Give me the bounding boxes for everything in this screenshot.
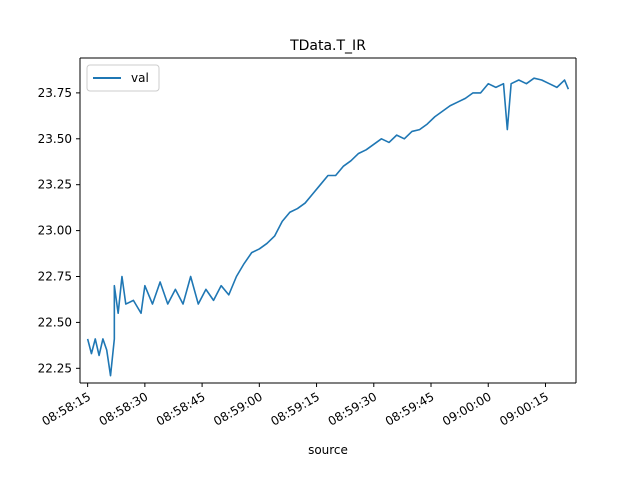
y-tick-label: 23.75 — [38, 86, 72, 100]
series-layer — [86, 77, 570, 377]
x-axis-label: source — [308, 443, 348, 457]
series-line-val — [86, 77, 570, 377]
y-tick-label: 23.25 — [38, 178, 72, 192]
legend-label-val: val — [131, 71, 149, 85]
y-tick-label: 22.75 — [38, 270, 72, 284]
y-tick-label: 23.00 — [38, 224, 72, 238]
legend-box — [86, 64, 160, 92]
chart-title: TData.T_IR — [289, 38, 366, 54]
plot-area — [80, 58, 576, 383]
y-axis-ticks: 22.25 22.50 22.75 23.00 23.25 23.50 23.75 — [38, 86, 80, 375]
legend: val — [86, 64, 160, 92]
y-tick-label: 22.50 — [38, 315, 72, 329]
y-tick-label: 23.50 — [38, 132, 72, 146]
y-tick-label: 22.25 — [38, 361, 72, 375]
